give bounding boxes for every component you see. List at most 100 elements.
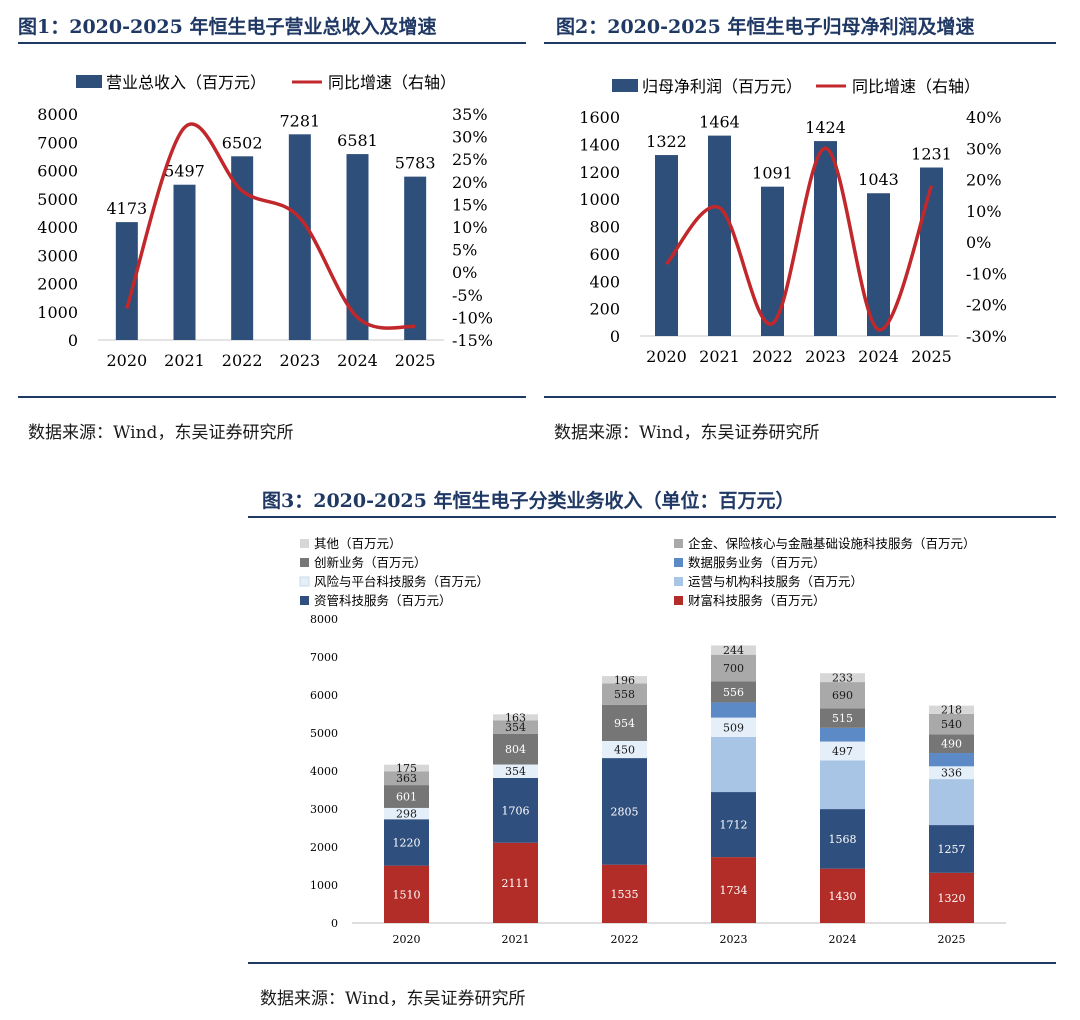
bar-value-label: 6581: [337, 131, 378, 150]
bar-value-label: 1091: [752, 164, 793, 183]
bar-value-label: 1322: [646, 132, 687, 151]
segment-value-label: 515: [832, 712, 853, 725]
stack-segment: [820, 760, 865, 810]
x-tick-label: 2023: [805, 347, 846, 366]
stack-segment: [711, 681, 756, 703]
stack-segment: [384, 771, 429, 786]
bar: [346, 154, 369, 340]
bar: [920, 167, 943, 336]
segment-value-label: 354: [505, 765, 526, 778]
y2-tick-label: 10%: [966, 202, 1002, 221]
y-tick-label: 600: [589, 245, 620, 264]
legend-swatch: [674, 539, 683, 548]
fig1-chart: 营业总收入（百万元） 同比增速（右轴） 0 1000 2000 3000 4000 5000 6…: [37, 73, 493, 370]
stack-segment: [711, 792, 756, 858]
y2-tick-label: 20%: [966, 171, 1002, 190]
segment-value-label: 450: [614, 744, 635, 757]
bar-value-label: 5783: [395, 154, 436, 173]
y-tick-label: 1600: [579, 108, 620, 127]
y-tick-label: 1400: [579, 135, 620, 154]
stack-segment: [820, 708, 865, 728]
bar: [708, 135, 731, 336]
y2-tick-label: 10%: [452, 218, 488, 237]
segment-value-label: 175: [396, 762, 417, 775]
stack-segment: [602, 704, 647, 741]
y-tick-label: 4000: [310, 765, 338, 778]
y-tick-label: 5000: [310, 727, 338, 740]
y2-tick-label: 40%: [966, 108, 1002, 127]
stack-segment: [929, 705, 974, 714]
stack-segment: [602, 758, 647, 865]
segment-value-label: 540: [941, 718, 962, 731]
legend-label: 其他（百万元）: [314, 536, 402, 551]
bar-value-label: 1424: [805, 118, 846, 137]
x-tick-label: 2025: [938, 933, 966, 946]
stack-segment: [602, 676, 647, 684]
stack-segment: [711, 645, 756, 655]
segment-value-label: 336: [941, 767, 962, 780]
bar: [761, 186, 784, 336]
stack-segment: [493, 842, 538, 923]
fig2-title: 图2：2020-2025 年恒生电子归母净利润及增速: [556, 16, 975, 38]
legend-label: 运营与机构科技服务（百万元）: [688, 574, 863, 589]
segment-value-label: 804: [505, 743, 526, 756]
fig1-top-rule: [18, 42, 526, 44]
segment-value-label: 954: [614, 717, 635, 730]
y2-tick-label: -30%: [966, 327, 1007, 346]
segment-value-label: 1320: [938, 892, 966, 905]
y2-tick-label: -10%: [452, 308, 493, 327]
y-tick-label: 7000: [310, 651, 338, 664]
stack-segment: [820, 727, 865, 742]
segment-value-label: 558: [614, 688, 635, 701]
stack-segment: [384, 785, 429, 808]
stack-segment: [384, 764, 429, 772]
segment-value-label: 363: [396, 772, 417, 785]
bar-value-label: 7281: [279, 111, 320, 130]
bar-value-label: 1043: [858, 170, 899, 189]
y2-tick-label: -15%: [452, 331, 493, 350]
stack-segment: [929, 753, 974, 767]
stack-segment: [929, 779, 974, 826]
legend-label: 数据服务业务（百万元）: [688, 555, 826, 570]
x-tick-label: 2022: [752, 347, 793, 366]
y2-tick-label: 0%: [452, 263, 477, 282]
y2-tick-label: 0%: [966, 233, 991, 252]
stack-segment: [820, 809, 865, 869]
y2-tick-label: 5%: [452, 241, 477, 260]
bar: [173, 184, 196, 340]
x-tick-label: 2020: [106, 351, 147, 370]
legend-swatch: [300, 539, 309, 548]
legend-bar-label: 归母净利润（百万元）: [642, 77, 802, 96]
stack-segment: [711, 736, 756, 793]
legend-swatch: [674, 577, 683, 586]
stack-segment: [711, 702, 756, 718]
y2-tick-label: -5%: [452, 286, 483, 305]
bar-value-label: 5497: [164, 162, 205, 181]
x-tick-label: 2022: [222, 351, 263, 370]
segment-value-label: 244: [723, 644, 744, 657]
segment-value-label: 1430: [829, 890, 857, 903]
growth-line: [665, 146, 934, 332]
bar: [115, 222, 138, 340]
segment-value-label: 233: [832, 672, 853, 685]
y2-tick-label: 20%: [452, 173, 488, 192]
x-tick-label: 2024: [829, 933, 857, 946]
legend-swatch: [300, 596, 309, 605]
bar-value-label: 1231: [911, 145, 952, 164]
fig3-chart: 其他（百万元） 创新业务（百万元） 风险与平台科技服务（百万元） 资管科技服务（百万元…: [299, 536, 1006, 946]
segment-value-label: 601: [396, 791, 417, 804]
stack-segment: [929, 713, 974, 735]
stack-segment: [711, 654, 756, 682]
stack-segment: [493, 777, 538, 843]
segment-value-label: 1257: [938, 843, 966, 856]
y2-tick-label: 30%: [966, 139, 1002, 158]
segment-value-label: 1220: [393, 836, 421, 849]
segment-value-label: 490: [941, 738, 962, 751]
y-tick-label: 800: [589, 218, 620, 237]
bar-value-label: 1464: [699, 113, 740, 132]
segment-value-label: 1706: [502, 804, 530, 817]
stack-segment: [493, 764, 538, 778]
segment-value-label: 700: [723, 662, 744, 675]
stack-segment: [602, 740, 647, 759]
y-tick-label: 7000: [37, 133, 78, 152]
